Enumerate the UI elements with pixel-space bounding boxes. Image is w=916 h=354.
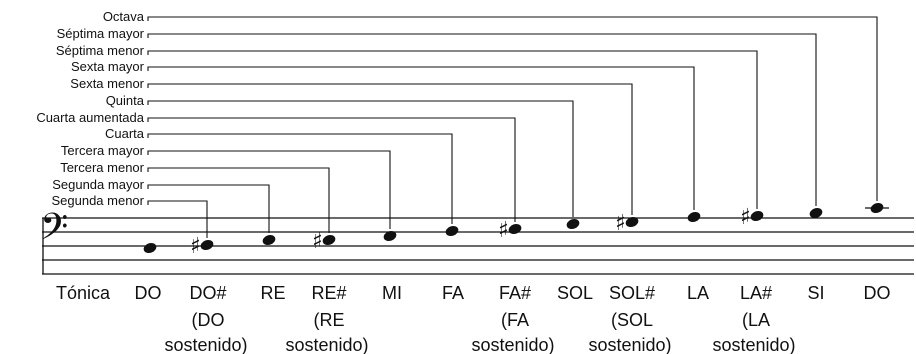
bass-staff <box>42 217 914 275</box>
note-alt-name: (FA <box>501 310 529 330</box>
bass-clef-icon: 𝄢 <box>40 206 68 257</box>
interval-label: Tercera menor <box>60 160 144 175</box>
interval-bracket <box>147 200 208 238</box>
note-head <box>262 234 276 246</box>
note-alt-name: sostenido) <box>588 335 671 354</box>
note-name: FA <box>442 283 464 303</box>
note-head <box>322 234 336 246</box>
note-alt-name: (LA <box>742 310 770 330</box>
note-head <box>508 223 522 235</box>
note-name: RE# <box>311 283 346 303</box>
interval-bracket <box>147 50 758 209</box>
note-alt-name: sostenido) <box>471 335 554 354</box>
note-head <box>445 225 459 237</box>
interval-bracket <box>147 167 330 233</box>
sharp-icon: ♯ <box>498 218 509 243</box>
note-name: LA <box>687 283 709 303</box>
interval-bracket <box>147 117 516 222</box>
note-head <box>750 210 764 222</box>
note-alt-name: sostenido) <box>285 335 368 354</box>
note-head <box>809 207 823 219</box>
note-name: SI <box>807 283 824 303</box>
interval-bracket <box>147 33 817 206</box>
interval-bracket <box>147 83 633 215</box>
interval-label: Octava <box>103 9 145 24</box>
tonic-label: Tónica <box>56 283 111 303</box>
interval-bracket <box>147 184 270 233</box>
note-head <box>383 230 397 242</box>
sharp-icon: ♯ <box>740 205 751 230</box>
interval-label: Sexta mayor <box>71 59 145 74</box>
interval-bracket <box>147 150 391 229</box>
note-heads: ♯ ♯ ♯ ♯ ♯ <box>143 202 889 259</box>
sharp-icon: ♯ <box>615 211 626 236</box>
interval-label: Cuarta aumentada <box>36 110 144 125</box>
note-alt-name: (DO <box>192 310 225 330</box>
interval-bracket <box>147 133 453 224</box>
interval-label: Tercera mayor <box>61 143 145 158</box>
note-head <box>625 216 639 228</box>
note-name: MI <box>382 283 402 303</box>
note-names: Tónica DO DO# (DO sostenido) RE RE# (RE sosteni… <box>56 283 891 354</box>
interval-brackets <box>147 16 878 238</box>
sharp-icon: ♯ <box>312 229 323 254</box>
note-alt-name: sostenido) <box>164 335 247 354</box>
note-name: DO# <box>189 283 226 303</box>
interval-bracket <box>147 16 878 201</box>
note-name: DO <box>864 283 891 303</box>
note-name: DO <box>135 283 162 303</box>
interval-label: Segunda menor <box>51 193 144 208</box>
note-alt-name: (SOL <box>611 310 653 330</box>
note-head <box>143 242 157 254</box>
note-name: SOL <box>557 283 593 303</box>
interval-label: Sexta menor <box>70 76 144 91</box>
note-name: SOL# <box>609 283 655 303</box>
interval-bracket <box>147 66 695 210</box>
note-alt-name: (RE <box>314 310 345 330</box>
sharp-icon: ♯ <box>190 234 201 259</box>
note-head <box>687 211 701 223</box>
note-name: LA# <box>740 283 772 303</box>
interval-bracket <box>147 100 574 217</box>
interval-label: Séptima mayor <box>57 26 145 41</box>
note-name: FA# <box>499 283 531 303</box>
note-alt-name: sostenido) <box>712 335 795 354</box>
note-head <box>566 218 580 230</box>
interval-label: Quinta <box>106 93 145 108</box>
note-name: RE <box>260 283 285 303</box>
interval-label: Cuarta <box>105 126 145 141</box>
note-head <box>200 239 214 251</box>
interval-label: Séptima menor <box>56 43 145 58</box>
interval-label: Segunda mayor <box>52 177 144 192</box>
